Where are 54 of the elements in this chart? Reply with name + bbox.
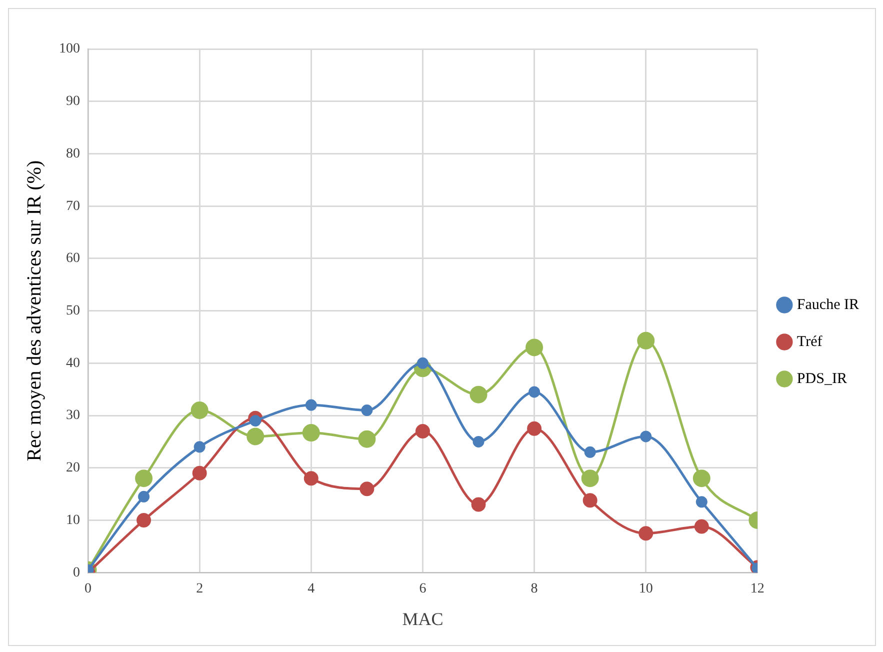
point (360, 482, 374, 496)
point (358, 430, 376, 448)
y-axis-title: Rec moyen des adventices sur IR (%) (23, 160, 46, 462)
point (528, 386, 540, 398)
x-tick-label: 10 (638, 582, 653, 597)
point (250, 415, 262, 427)
y-tick-label: 90 (66, 94, 80, 110)
x-tick-label: 4 (308, 582, 315, 597)
y-tick-label: 20 (66, 460, 80, 476)
legend-label: Fauche IR (796, 296, 860, 313)
point (581, 470, 599, 488)
y-tick-label: 60 (66, 251, 80, 266)
point (694, 519, 709, 534)
point (640, 430, 652, 442)
point (584, 446, 596, 458)
point (302, 424, 320, 442)
point (582, 493, 598, 508)
point (138, 490, 150, 502)
y-tick-label: 70 (66, 198, 80, 214)
x-axis-title: MAC (402, 608, 444, 629)
point (416, 357, 428, 369)
x-tick-label: 12 (750, 582, 764, 597)
point (135, 470, 153, 488)
point (194, 441, 206, 453)
legend-label: PDS_IR (796, 370, 847, 387)
x-tick-label: 8 (530, 582, 538, 597)
point (415, 424, 430, 438)
point (361, 404, 373, 416)
point (692, 470, 710, 488)
point (470, 386, 488, 404)
point (471, 497, 486, 512)
y-tick-label: 100 (59, 42, 80, 57)
point (190, 402, 208, 420)
point (246, 428, 264, 446)
point (304, 471, 318, 486)
y-tick-label: 80 (66, 146, 80, 162)
point (472, 436, 484, 448)
point (526, 338, 544, 356)
y-tick-label: 30 (66, 408, 80, 424)
point (305, 399, 317, 411)
point (192, 466, 207, 480)
point (136, 512, 152, 528)
point (637, 332, 655, 350)
x-tick-label: 2 (196, 582, 204, 597)
y-tick-label: 40 (66, 356, 80, 371)
x-tick-label: 6 (419, 582, 426, 597)
y-tick-label: 0 (73, 565, 80, 580)
legend-label: Tréf (796, 334, 822, 350)
point (696, 496, 708, 508)
x-tick-label: 0 (84, 582, 92, 597)
y-tick-label: 10 (66, 512, 80, 528)
point (527, 421, 542, 436)
point (638, 526, 654, 541)
y-tick-label: 50 (66, 303, 80, 318)
